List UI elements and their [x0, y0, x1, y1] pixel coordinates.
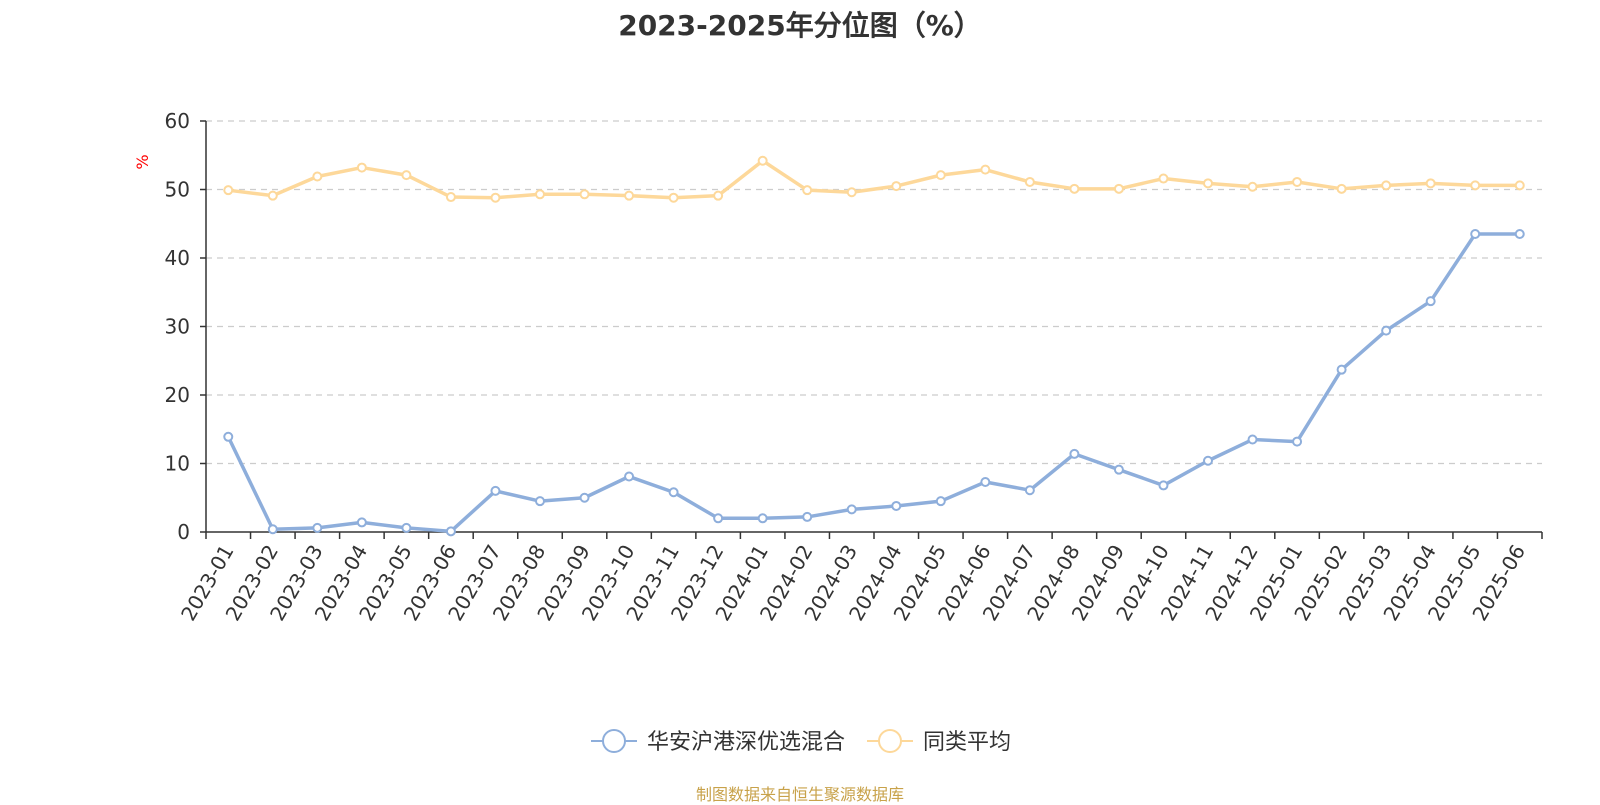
data-point	[1113, 464, 1124, 475]
data-point	[1247, 434, 1258, 445]
legend-marker	[878, 729, 902, 753]
legend-marker	[602, 729, 626, 753]
source-note: 制图数据来自恒生聚源数据库	[695, 785, 904, 804]
data-point	[1381, 180, 1392, 191]
data-point	[1158, 480, 1169, 491]
data-point	[1203, 455, 1213, 466]
data-point	[1292, 436, 1303, 447]
data-point	[312, 171, 323, 182]
data-point	[713, 513, 724, 524]
legend-item-2[interactable]: 同类平均	[867, 729, 1011, 755]
series-line-1	[226, 232, 1520, 534]
data-point	[445, 192, 456, 203]
data-point	[624, 471, 635, 482]
data-point	[579, 492, 590, 503]
data-point	[535, 189, 545, 200]
y-tick-label: 20	[165, 383, 190, 407]
data-point	[223, 431, 234, 442]
data-point	[1024, 176, 1035, 187]
data-point	[401, 170, 412, 181]
data-point	[267, 190, 278, 201]
data-point	[312, 522, 323, 533]
y-tick-label: 0	[177, 520, 190, 544]
data-point	[757, 513, 768, 524]
data-point	[356, 517, 367, 528]
data-point	[668, 192, 679, 203]
data-point	[579, 189, 590, 200]
data-point	[1247, 181, 1258, 192]
data-point	[935, 170, 946, 181]
data-point	[1069, 448, 1080, 459]
data-point	[891, 181, 902, 192]
data-point	[1158, 173, 1169, 184]
y-axis-label: %	[133, 154, 152, 169]
data-point	[757, 155, 768, 166]
data-point	[1336, 183, 1347, 194]
data-point	[1425, 178, 1436, 189]
y-tick-label: 50	[165, 178, 190, 202]
data-point	[1470, 229, 1481, 240]
data-point	[713, 190, 724, 201]
chart-title: 2023-2025年分位图（%）	[618, 9, 982, 42]
data-point	[1113, 183, 1124, 194]
data-point	[980, 476, 991, 487]
data-point	[1336, 364, 1347, 375]
data-point	[535, 496, 545, 507]
data-point	[802, 185, 813, 196]
data-point	[846, 187, 857, 198]
data-point	[1069, 183, 1080, 194]
data-point	[802, 511, 813, 522]
data-point	[267, 524, 278, 535]
y-tick-label: 60	[165, 109, 190, 133]
data-point	[356, 162, 367, 173]
data-point	[846, 504, 857, 515]
data-point	[668, 487, 679, 498]
y-tick-label: 10	[165, 452, 190, 476]
y-tick-label: 30	[165, 315, 190, 339]
data-point	[1514, 180, 1525, 191]
data-point	[935, 496, 946, 507]
data-point	[1514, 229, 1525, 240]
data-point	[1470, 180, 1481, 191]
data-point	[401, 522, 412, 533]
data-point	[980, 164, 991, 175]
y-tick-label: 40	[165, 246, 190, 270]
legend-label: 华安沪港深优选混合	[647, 730, 845, 755]
data-point	[490, 485, 501, 496]
legend-label: 同类平均	[923, 730, 1011, 755]
series	[223, 155, 1525, 537]
data-point	[490, 192, 501, 203]
data-point	[1381, 325, 1392, 336]
data-point	[624, 190, 635, 201]
data-point	[223, 185, 234, 196]
data-point	[1024, 485, 1035, 496]
data-point	[445, 526, 456, 537]
data-point	[1425, 296, 1436, 307]
series-line-2	[228, 158, 1520, 200]
legend[interactable]: 华安沪港深优选混合 同类平均	[591, 729, 1011, 755]
data-point	[1292, 176, 1303, 187]
data-point	[891, 500, 902, 511]
grid-lines	[206, 120, 1542, 465]
data-point	[1203, 178, 1213, 189]
legend-item-1[interactable]: 华安沪港深优选混合	[591, 729, 845, 755]
